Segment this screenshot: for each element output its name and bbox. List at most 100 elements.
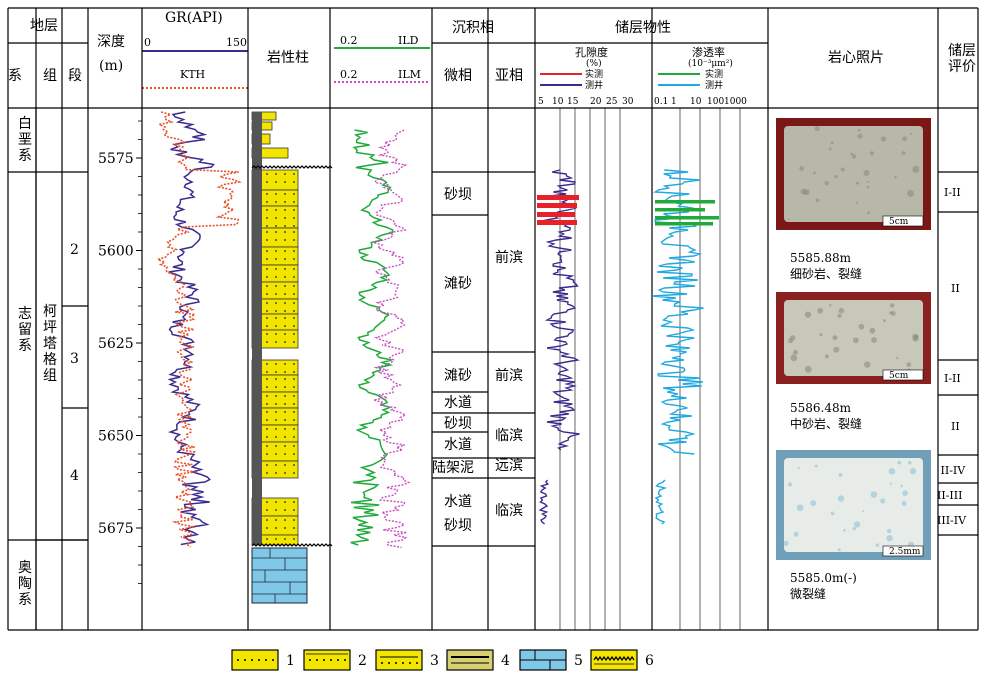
photo-caption-desc: 中砂岩、裂缝	[790, 416, 862, 431]
perm-measured-bar	[655, 208, 705, 212]
legend-item: 6	[590, 649, 654, 671]
hdr-lithology: 岩性柱	[267, 50, 309, 66]
porosity-tick-label: 15	[567, 97, 579, 107]
hdr-gr-min: 0	[144, 36, 151, 49]
porosity-measured-bar	[537, 220, 577, 225]
hdr-core-photo: 岩心照片	[828, 50, 884, 66]
hdr-poro-measured: 实测	[585, 68, 603, 80]
sandstone-layer	[251, 313, 299, 331]
microfacies-label: 水道	[444, 494, 472, 510]
hdr-ilm-min: 0.2	[340, 68, 358, 81]
legend-item: 5	[519, 649, 583, 671]
perm-log-curve-lower	[654, 479, 668, 525]
photo-scale: 5cm	[889, 217, 909, 227]
core-photo: 2.5mm 5585.0m(-)微裂缝	[776, 450, 931, 601]
porosity-scale: 5 10 15 20 25 30	[538, 97, 634, 107]
legend-label: 2	[358, 653, 367, 669]
hdr-ilm: ILM	[398, 68, 421, 81]
sandstone-layer	[251, 460, 299, 479]
perm-tick-label: 1000	[724, 97, 747, 107]
depth-tick-label: 5675	[98, 521, 134, 537]
hdr-reservoir: 储层物性	[615, 20, 671, 36]
evaluation-label: I-II	[944, 372, 961, 385]
porosity-log-curve-lower	[538, 479, 550, 525]
hdr-member: 段	[68, 68, 82, 84]
porosity-tick-label: 10	[552, 97, 564, 107]
unconformity-line	[251, 165, 333, 169]
log-curves	[155, 111, 719, 549]
depth-tick-label: 5575	[98, 151, 134, 167]
hdr-group: 组	[43, 68, 57, 84]
porosity-tick-label: 5	[538, 97, 544, 107]
hdr-kth: KTH	[180, 68, 205, 81]
hdr-perm: 渗透率	[692, 45, 725, 59]
table-grid	[7, 7, 979, 631]
hdr-porosity-unit: (%)	[586, 58, 602, 69]
perm-tick-label: 100	[707, 97, 724, 107]
subfacies-label: 远滨	[495, 458, 523, 474]
evaluation-label: II	[951, 282, 960, 295]
gr-curve	[167, 111, 215, 546]
hdr-subfacies: 亚相	[495, 68, 523, 84]
evaluation-label: III-IV	[937, 514, 967, 527]
hdr-ild: ILD	[398, 34, 419, 47]
hdr-perm-measured: 实测	[705, 68, 723, 80]
legend-label: 3	[430, 653, 439, 669]
microfacies-label: 水道	[444, 395, 472, 411]
member-4: 4	[70, 468, 79, 484]
evaluation-label: II-IV	[941, 464, 967, 477]
microfacies-label: 砂坝	[444, 187, 472, 203]
hdr-ild-min: 0.2	[340, 34, 358, 47]
hdr-strata: 地层	[30, 18, 58, 34]
mudstone-layer	[252, 170, 262, 545]
perm-measured-bar	[655, 222, 713, 226]
porosity-measured-bar	[537, 203, 577, 208]
hdr-system: 系	[8, 68, 22, 84]
lithology-legend: 1 2 3 4 5 6	[231, 649, 654, 671]
hdr-poro-logging: 测井	[585, 79, 603, 91]
photo-caption-depth: 5586.48m	[790, 401, 852, 415]
legend-item: 4	[446, 649, 510, 671]
microfacies-label: 水道	[444, 437, 472, 453]
subfacies-label: 临滨	[495, 428, 523, 444]
hdr-gr-max: 150	[226, 36, 247, 49]
hdr-microfacies: 微相	[444, 68, 472, 84]
subfacies-label: 前滨	[495, 367, 523, 384]
ilm-curve	[370, 129, 411, 549]
photo-caption-desc: 微裂缝	[790, 586, 826, 601]
permeability-scale: 0.1 1 10 100 1000	[654, 97, 747, 107]
evaluation-label: I-II	[944, 186, 961, 199]
lithology-column	[251, 111, 333, 604]
member-2: 2	[70, 242, 79, 258]
legend-label: 1	[286, 653, 295, 669]
microfacies-label: 滩砂	[444, 368, 472, 384]
photo-caption-depth: 5585.0m(-)	[790, 571, 857, 585]
legend-label: 5	[574, 653, 583, 669]
porosity-measured-bar	[537, 212, 575, 217]
perm-tick-label: 10	[690, 97, 702, 107]
limestone-layer	[251, 547, 308, 604]
hdr-gr: GR(API)	[165, 10, 223, 26]
depth-tick-label: 5600	[98, 244, 134, 260]
system-ordovician: 奥陶系	[18, 559, 32, 608]
photo-scale: 5cm	[889, 371, 909, 381]
legend-item: 3	[375, 649, 439, 671]
hdr-perm-logging: 测井	[705, 79, 723, 91]
hdr-porosity: 孔隙度	[575, 45, 608, 59]
microfacies-label: 陆架泥	[432, 460, 474, 476]
porosity-tick-label: 20	[590, 97, 602, 107]
microfacies-label: 砂坝	[444, 416, 472, 432]
evaluation-label: II	[951, 420, 960, 433]
porosity-measured-bar	[537, 195, 579, 200]
hdr-facies: 沉积相	[452, 20, 494, 36]
legend-label: 6	[645, 653, 654, 669]
evaluation-column: I-II II I-II II II-IV II-III III-IV	[937, 186, 967, 527]
microfacies-label: 砂坝	[444, 518, 472, 534]
photo-caption-depth: 5585.88m	[790, 251, 852, 265]
subfacies-label: 临滨	[495, 503, 523, 519]
legend-item: 1	[231, 649, 295, 671]
